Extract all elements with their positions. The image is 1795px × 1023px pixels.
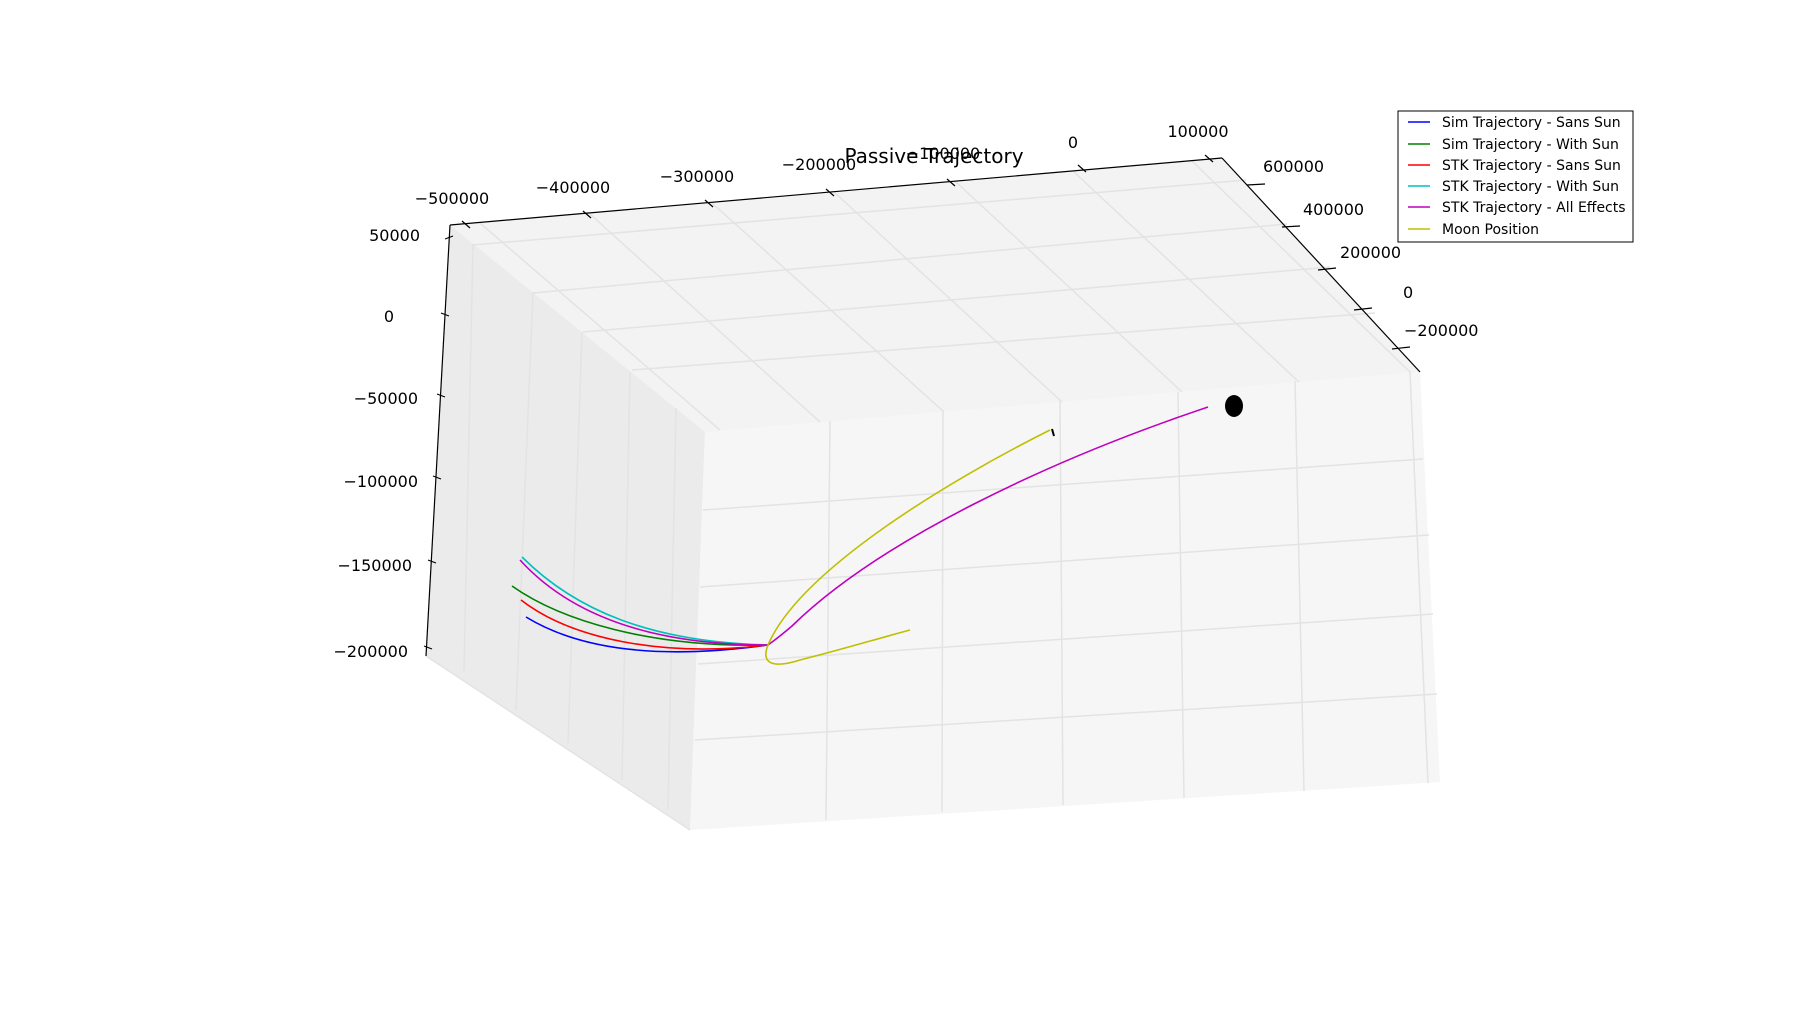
y-tick-labels: 600000 400000 200000 0 −200000 bbox=[1263, 157, 1478, 340]
legend-label: STK Trajectory - All Effects bbox=[1442, 200, 1626, 216]
moon-start-marker bbox=[1051, 428, 1055, 437]
y-tick-label: 400000 bbox=[1303, 200, 1364, 219]
series-line-stk-all-effects bbox=[519, 406, 1209, 646]
legend-label: Sim Trajectory - Sans Sun bbox=[1442, 115, 1621, 131]
y-tick-label: 200000 bbox=[1340, 243, 1401, 262]
markers bbox=[1051, 395, 1243, 437]
series-lines bbox=[511, 406, 1209, 665]
x-tick-label: −400000 bbox=[536, 178, 610, 197]
y-axis-line bbox=[1221, 157, 1421, 373]
y-tick-label: 600000 bbox=[1263, 157, 1324, 176]
left-pane bbox=[426, 225, 705, 830]
x-axis-line bbox=[449, 157, 1223, 226]
z-tick-label: 50000 bbox=[369, 226, 420, 245]
x-tick-label: −100000 bbox=[906, 144, 980, 163]
z-tick-label: −50000 bbox=[354, 389, 418, 408]
x-tick-label: 0 bbox=[1068, 133, 1078, 152]
legend-entry: Moon Position bbox=[1408, 222, 1539, 238]
x-tick-labels: −500000 −400000 −300000 −200000 −100000 … bbox=[415, 122, 1229, 208]
y-tick-label: 0 bbox=[1403, 283, 1413, 302]
y-tick-label: −200000 bbox=[1404, 321, 1478, 340]
legend-entry: STK Trajectory - Sans Sun bbox=[1408, 158, 1621, 174]
grid-lines bbox=[425, 160, 1438, 831]
legend-label: STK Trajectory - With Sun bbox=[1442, 179, 1619, 195]
series-line-sim-with-sun bbox=[511, 585, 769, 647]
series-line-stk-sans-sun bbox=[520, 599, 769, 650]
x-tick-label: −200000 bbox=[782, 155, 856, 174]
legend-label: Sim Trajectory - With Sun bbox=[1442, 137, 1619, 153]
series-line-sim-sans-sun bbox=[525, 616, 769, 653]
chart-title: Passive Trajectory bbox=[844, 144, 1023, 168]
front-pane bbox=[690, 372, 1440, 830]
legend-entry: STK Trajectory - With Sun bbox=[1408, 179, 1619, 195]
z-tick-label: −200000 bbox=[334, 642, 408, 661]
legend-entry: STK Trajectory - All Effects bbox=[1408, 200, 1626, 216]
legend: Sim Trajectory - Sans Sun Sim Trajectory… bbox=[1397, 110, 1634, 243]
x-tick-label: −300000 bbox=[660, 167, 734, 186]
z-tick-label: −100000 bbox=[344, 472, 418, 491]
x-tick-label: −500000 bbox=[415, 189, 489, 208]
legend-entry: Sim Trajectory - Sans Sun bbox=[1408, 115, 1621, 131]
x-tick-label: 100000 bbox=[1167, 122, 1228, 141]
z-tick-label: 0 bbox=[384, 307, 394, 326]
legend-label: Moon Position bbox=[1442, 222, 1539, 238]
series-line-moon-position bbox=[765, 429, 1051, 665]
axis-ticks bbox=[423, 154, 1411, 650]
end-point-marker bbox=[1225, 395, 1243, 417]
legend-label: STK Trajectory - Sans Sun bbox=[1442, 158, 1621, 174]
z-tick-label: −150000 bbox=[338, 556, 412, 575]
z-tick-labels: 50000 0 −50000 −100000 −150000 −200000 bbox=[334, 226, 420, 661]
z-axis-line bbox=[425, 224, 451, 657]
series-line-stk-with-sun bbox=[521, 556, 769, 646]
axis-lines bbox=[425, 157, 1421, 657]
legend-entry: Sim Trajectory - With Sun bbox=[1408, 137, 1619, 153]
legend-box bbox=[1397, 110, 1634, 243]
